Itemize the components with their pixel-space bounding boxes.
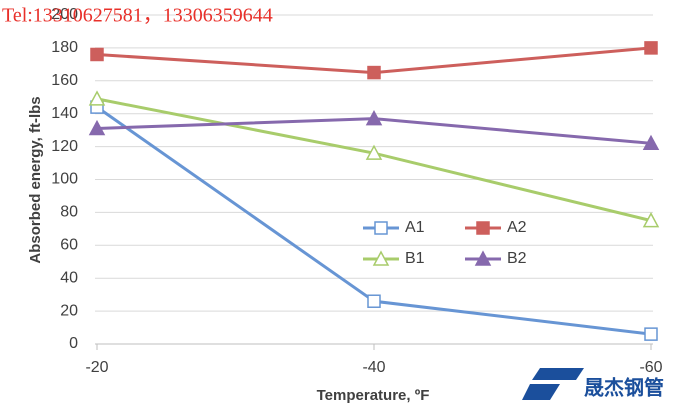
legend-label: A1 xyxy=(405,219,425,236)
y-tick-label: 140 xyxy=(51,105,78,122)
marker xyxy=(88,119,106,136)
watermark: Tel:13310627581，13306359644 xyxy=(2,5,273,27)
legend-marker xyxy=(476,221,490,235)
marker xyxy=(90,47,104,62)
x-tick-label: -20 xyxy=(85,359,108,376)
logo-icon xyxy=(532,368,584,380)
marker xyxy=(367,294,381,308)
legend-marker xyxy=(372,250,390,266)
legend-marker xyxy=(474,250,492,266)
y-tick-label: 0 xyxy=(69,335,78,352)
logo: 晟杰钢管 xyxy=(522,368,664,400)
x-axis-label: Temperature, ºF xyxy=(317,387,430,404)
legend-label: B1 xyxy=(405,250,425,267)
marker xyxy=(642,212,660,228)
y-tick-label: 180 xyxy=(51,39,78,56)
plot-area: 0 20 40 60 80 100 120 140 160 180 200 -20 -40 -60 xyxy=(51,6,662,376)
legend-label: A2 xyxy=(507,219,527,236)
marker xyxy=(642,134,660,151)
y-tick-label: 80 xyxy=(60,204,78,221)
marker xyxy=(365,110,383,126)
y-tick-label: 160 xyxy=(51,72,78,89)
marker xyxy=(644,327,658,341)
x-tick-label: -40 xyxy=(362,359,385,376)
logo-text: 晟杰钢管 xyxy=(584,375,664,399)
y-tick-label: 20 xyxy=(60,302,78,319)
marker xyxy=(644,41,658,55)
legend-marker xyxy=(374,221,388,235)
y-tick-label: 40 xyxy=(60,269,78,286)
x-tick-label: -60 xyxy=(639,359,662,376)
legend-label: B2 xyxy=(507,250,527,267)
marker xyxy=(365,144,383,160)
legend: A1 A2 B1 B2 xyxy=(363,219,527,267)
marker xyxy=(367,65,381,80)
logo-icon xyxy=(522,384,560,400)
y-tick-label: 120 xyxy=(51,138,78,155)
y-tick-label: 100 xyxy=(51,171,78,188)
marker xyxy=(88,90,106,106)
y-tick-label: 200 xyxy=(51,6,78,23)
y-tick-label: 60 xyxy=(60,237,78,254)
y-axis-label: Absorbed energy, ft-lbs xyxy=(27,96,44,263)
